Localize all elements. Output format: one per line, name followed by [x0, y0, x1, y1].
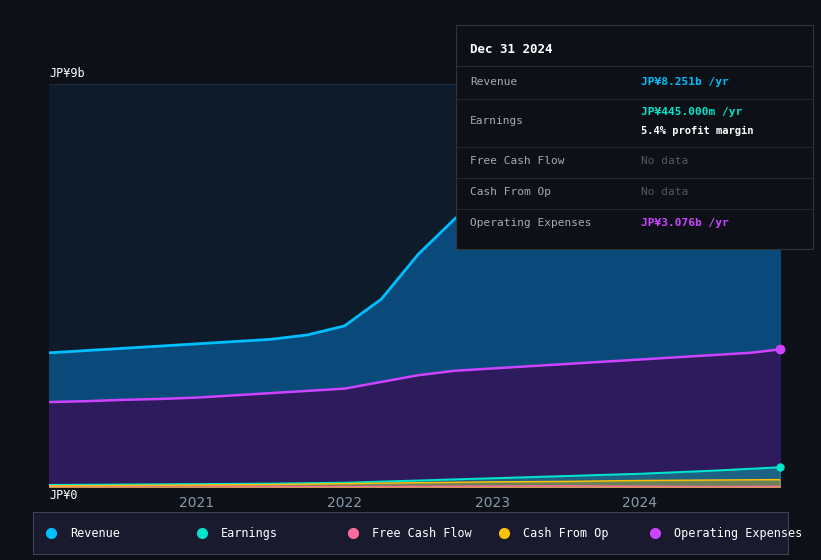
Text: Cash From Op: Cash From Op — [523, 527, 608, 540]
Text: Dec 31 2024: Dec 31 2024 — [470, 43, 553, 56]
Text: Free Cash Flow: Free Cash Flow — [470, 156, 565, 166]
Text: JP¥3.076b /yr: JP¥3.076b /yr — [641, 218, 729, 228]
Text: Operating Expenses: Operating Expenses — [674, 527, 802, 540]
Text: Earnings: Earnings — [221, 527, 278, 540]
Text: No data: No data — [641, 156, 689, 166]
Text: 5.4% profit margin: 5.4% profit margin — [641, 127, 754, 137]
Text: Operating Expenses: Operating Expenses — [470, 218, 591, 228]
Text: No data: No data — [641, 188, 689, 197]
Text: Revenue: Revenue — [470, 77, 517, 87]
Text: Revenue: Revenue — [70, 527, 120, 540]
Text: JP¥0: JP¥0 — [49, 489, 78, 502]
Text: Free Cash Flow: Free Cash Flow — [372, 527, 472, 540]
Text: JP¥445.000m /yr: JP¥445.000m /yr — [641, 107, 743, 117]
Text: Cash From Op: Cash From Op — [470, 188, 551, 197]
Text: JP¥9b: JP¥9b — [49, 67, 85, 80]
Text: JP¥8.251b /yr: JP¥8.251b /yr — [641, 77, 729, 87]
Text: Earnings: Earnings — [470, 116, 524, 125]
